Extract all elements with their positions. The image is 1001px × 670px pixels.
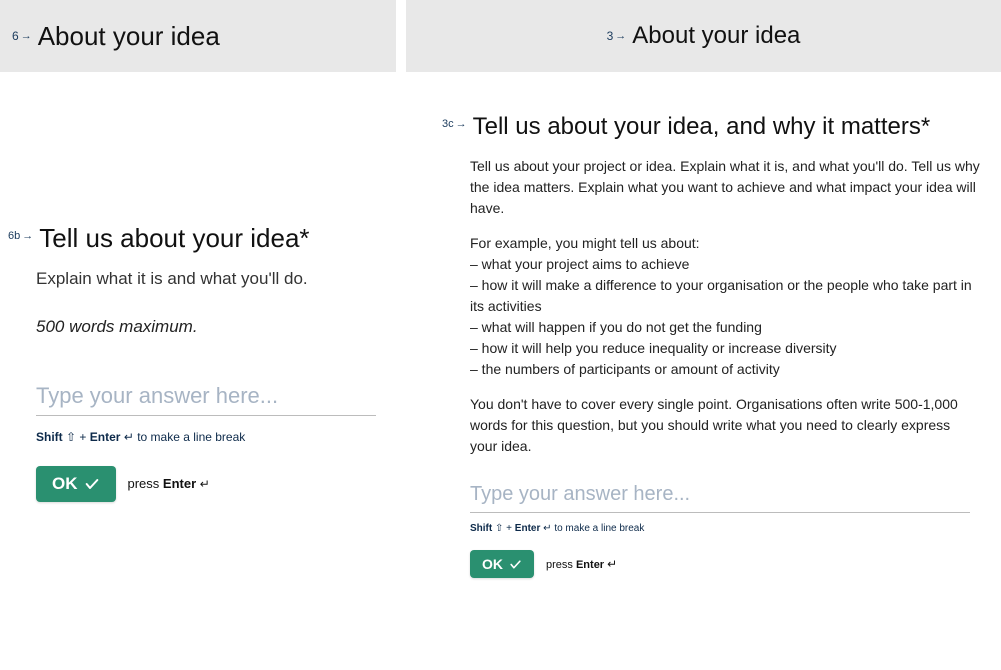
hint-shift: Shift [36,430,63,444]
input-area [36,377,384,416]
question-number: 3c → [442,118,467,130]
hint-plus: + [506,523,512,534]
check-icon [509,558,522,571]
press-enter-label: Enter [163,476,196,491]
panel-right: 3 → About your idea 3c → Tell us about y… [406,0,1001,670]
question-title: Tell us about your idea, and why it matt… [473,112,931,142]
line-break-hint: Shift ⇧ + Enter ↵ to make a line break [470,523,981,534]
press-enter-hint: press Enter ↵ [546,557,617,571]
enter-glyph-icon: ↵ [607,557,617,571]
hint-shift: Shift [470,523,492,534]
arrow-right-icon: → [22,230,33,242]
press-enter-label: Enter [576,559,604,571]
enter-glyph-icon: ↵ [543,523,551,534]
question-subtext: Explain what it is and what you'll do. [36,269,384,289]
hint-enter: Enter [90,430,121,444]
body-paragraph-1: Tell us about your project or idea. Expl… [470,156,981,219]
ok-label: OK [482,556,503,572]
line-break-hint: Shift ⇧ + Enter ↵ to make a line break [36,430,384,444]
body-p2-intro: For example, you might tell us about: [470,233,981,254]
question-row: 3c → Tell us about your idea, and why it… [442,112,981,142]
word-limit: 500 words maximum. [36,317,384,337]
section-header: 6 → About your idea [0,0,396,72]
section-header: 3 → About your idea [406,0,1001,72]
hint-plus: + [79,430,86,444]
question-title: Tell us about your idea* [39,222,309,255]
bullet-1: – how it will make a difference to your … [470,275,981,317]
bullet-0: – what your project aims to achieve [470,254,981,275]
section-title: About your idea [38,21,220,52]
question-number-value: 3c [442,118,454,130]
question-body: Tell us about your project or idea. Expl… [470,156,981,457]
hint-tail: to make a line break [137,430,245,444]
section-number-value: 6 [12,29,19,43]
bullet-4: – the numbers of participants or amount … [470,359,981,380]
action-row: OK press Enter ↵ [470,550,981,578]
question-number-value: 6b [8,230,20,242]
press-label: press [128,476,160,491]
shift-glyph-icon: ⇧ [495,523,503,534]
question-row: 6b → Tell us about your idea* [8,222,384,255]
ok-button[interactable]: OK [470,550,534,578]
arrow-right-icon: → [21,30,32,42]
action-row: OK press Enter ↵ [36,466,384,502]
body-paragraph-2: For example, you might tell us about: – … [470,233,981,380]
arrow-right-icon: → [615,30,626,42]
section-number: 6 → [12,29,32,43]
ok-label: OK [52,474,78,494]
press-label: press [546,559,573,571]
section-number: 3 → [607,29,627,43]
section-title: About your idea [632,22,800,50]
panel-left: 6 → About your idea 6b → Tell us about y… [0,0,396,670]
question-number: 6b → [8,230,33,242]
shift-glyph-icon: ⇧ [66,430,76,444]
question-block: 6b → Tell us about your idea* Explain wh… [0,222,396,502]
answer-input[interactable] [36,377,376,416]
bullet-3: – how it will help you reduce inequality… [470,338,981,359]
body-paragraph-3: You don't have to cover every single poi… [470,394,981,457]
section-number-value: 3 [607,29,614,43]
answer-input[interactable] [470,477,970,513]
hint-enter: Enter [515,523,541,534]
enter-glyph-icon: ↵ [200,477,210,491]
bullet-2: – what will happen if you do not get the… [470,317,981,338]
input-area [470,477,981,513]
question-block: 3c → Tell us about your idea, and why it… [406,112,1001,578]
enter-glyph-icon: ↵ [124,430,134,444]
hint-tail: to make a line break [554,523,644,534]
arrow-right-icon: → [456,118,467,130]
press-enter-hint: press Enter ↵ [128,476,210,491]
check-icon [84,476,100,492]
header-inner: 3 → About your idea [607,22,801,50]
ok-button[interactable]: OK [36,466,116,502]
